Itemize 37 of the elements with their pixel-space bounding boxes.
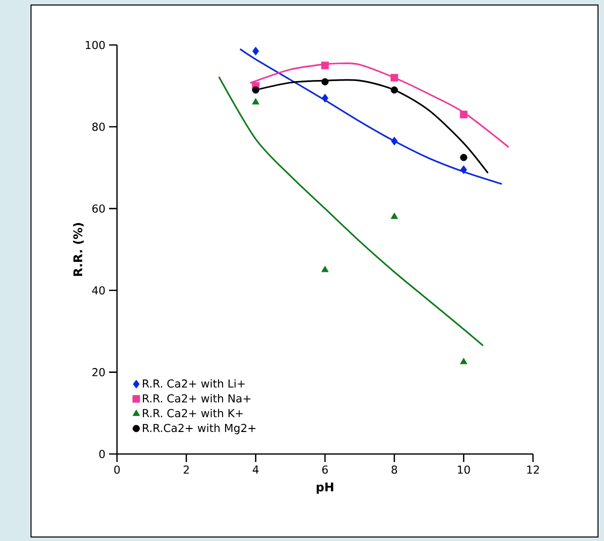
point (460, 110, 468, 118)
x-tick-label: 4 (252, 465, 259, 474)
point (322, 94, 328, 103)
point (460, 358, 468, 364)
point (252, 98, 260, 104)
point (390, 212, 398, 219)
point (390, 86, 398, 94)
point (391, 136, 398, 146)
y-tick-label: 40 (92, 286, 105, 295)
point (460, 154, 468, 162)
line-series (239, 48, 503, 185)
x-axis-title: pH (316, 482, 334, 494)
y-tick-label: 60 (92, 204, 105, 213)
line-series (218, 76, 484, 346)
x-tick-label: 0 (114, 465, 120, 474)
point (321, 266, 329, 272)
point (252, 46, 260, 56)
point (252, 86, 260, 94)
legend-label: R.R. Ca2+ with K+ (142, 408, 243, 418)
line-series (249, 62, 510, 148)
point (460, 165, 468, 174)
legend-label: R.R.Ca2+ with Mg2+ (142, 424, 256, 434)
x-tick-label: 8 (392, 465, 398, 474)
legend-label: R.R. Ca2+ with Na+ (142, 394, 250, 402)
point (321, 62, 329, 70)
y-tick-label: 0 (99, 450, 105, 458)
x-tick-label: 6 (322, 465, 328, 474)
y-tick-label: 20 (92, 368, 105, 376)
x-tick-label: 12 (527, 465, 539, 474)
legend-label: R.R. Ca2+ with Li+ (142, 379, 245, 388)
point (321, 78, 329, 86)
y-tick-label: 100 (86, 40, 105, 50)
x-tick-label: 2 (184, 465, 189, 474)
point (390, 74, 398, 82)
y-tick-label: 80 (92, 122, 105, 131)
y-axis-title: R.R. (%) (73, 223, 84, 276)
x-tick-label: 10 (458, 465, 470, 474)
